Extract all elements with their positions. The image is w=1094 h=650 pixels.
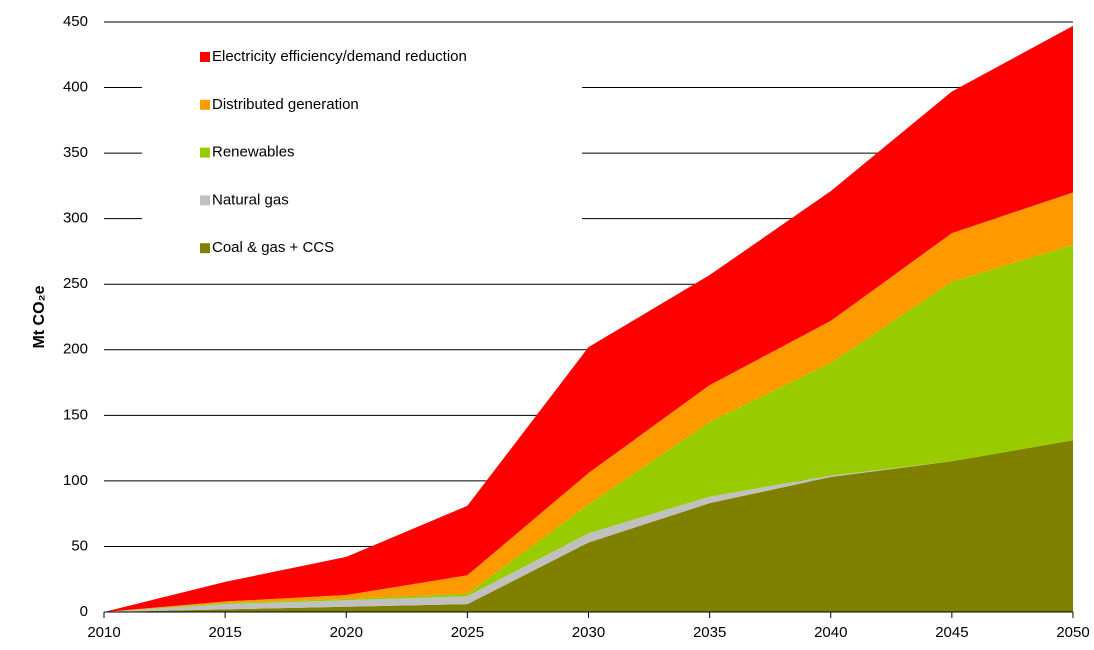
area: [104, 244, 1073, 612]
legend-swatch: [200, 99, 210, 110]
legend-background: [142, 32, 582, 272]
legend-label: Distributed generation: [212, 96, 359, 113]
y-axis-title: Mt CO₂e: [31, 285, 48, 348]
area: [104, 192, 1073, 612]
legend-label: Coal & gas + CCS: [212, 239, 334, 256]
y-tick-label: 400: [63, 79, 88, 96]
y-tick-label: 450: [63, 13, 88, 30]
x-tick-label: 2030: [572, 624, 605, 641]
area: [104, 25, 1073, 612]
x-tick-label: 2040: [814, 624, 847, 641]
legend-label: Renewables: [212, 144, 295, 161]
legend-swatch: [200, 147, 210, 158]
y-tick-label: 250: [63, 275, 88, 292]
y-tick-label: 350: [63, 144, 88, 161]
y-tick-label: 100: [63, 472, 88, 489]
y-tick-label: 150: [63, 406, 88, 423]
legend-label: Electricity efficiency/demand reduction: [212, 48, 467, 65]
x-tick-label: 2010: [87, 624, 120, 641]
legend-swatch: [200, 195, 210, 206]
x-tick-label: 2020: [330, 624, 363, 641]
x-tick-label: 2045: [935, 624, 968, 641]
y-tick-label: 300: [63, 210, 88, 227]
y-tick-label: 50: [71, 537, 88, 554]
y-tick-label: 200: [63, 341, 88, 358]
y-tick-label: 0: [80, 603, 88, 620]
x-tick-label: 2050: [1056, 624, 1089, 641]
x-tick-label: 2025: [451, 624, 484, 641]
x-tick-label: 2015: [208, 624, 241, 641]
legend-label: Natural gas: [212, 191, 289, 208]
area: [104, 440, 1073, 612]
legend-swatch: [200, 52, 210, 62]
x-tick-label: 2035: [693, 624, 726, 641]
legend: Coal & gas + CCS Natural gas Renewables Dis…: [142, 32, 582, 272]
legend-swatch: [200, 243, 210, 254]
